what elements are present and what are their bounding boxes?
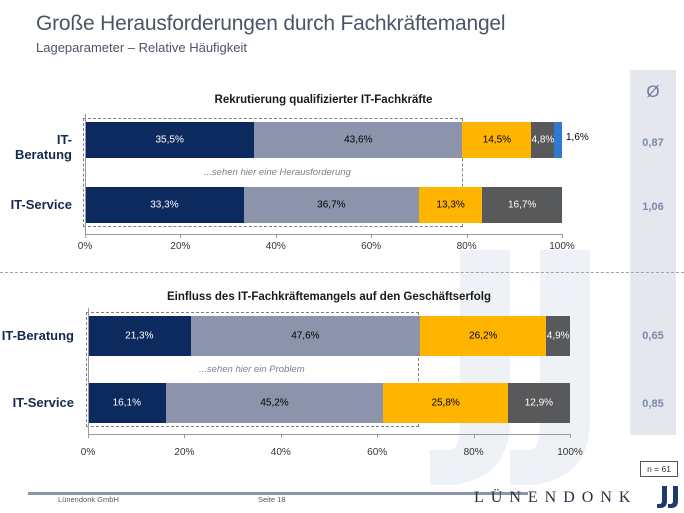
data-label: 16,7% [507,199,537,211]
average-header: Ø [646,82,660,101]
x-tick-label: 60% [361,241,382,252]
x-tick-mark [280,434,282,438]
bar-segment: 36,7% [243,187,419,223]
x-tick-label: 20% [174,447,195,458]
y-axis-line [88,308,89,434]
average-value: 0,85 [642,398,664,410]
logo-mark-icon [657,486,678,508]
average-column [630,70,676,435]
data-label: 12,9% [524,397,554,409]
data-label: 16,1% [112,397,141,409]
annotation-note: ...sehen hier ein Problem [196,364,308,375]
x-tick-label: 20% [170,241,191,252]
bar-segment: 16,7% [482,187,562,223]
section-divider [0,272,684,273]
data-label: 21,3% [125,330,154,342]
data-label: 35,5% [155,134,184,146]
highlight-box [83,118,463,227]
average-value: 1,06 [642,201,664,213]
data-label: 26,2% [469,330,498,342]
bar-segment: 33,3% [85,187,244,223]
company-logo-text: LÜNENDONK [474,489,638,506]
page-subtitle: Lageparameter – Relative Häufigkeit [36,40,248,55]
x-tick-label: 80% [456,241,477,252]
y-axis-line [85,114,86,234]
data-label: 25,8% [431,397,460,409]
stacked-bar: 35,5% 43,6% 14,5% 4,8% [85,122,562,158]
x-tick-label: 0% [77,241,93,252]
footer-page-number: Seite 18 [258,495,286,504]
bar-segment: 4,8% [531,122,555,158]
stacked-bar: 21,3% 47,6% 26,2% 4,9% [88,316,570,356]
x-tick-mark [371,234,373,238]
x-tick-label: 60% [367,447,388,458]
x-axis-line [88,434,570,435]
category-label: IT-Beratung [14,132,72,162]
bar-segment: 12,9% [507,383,570,423]
category-label: IT-Service [12,395,74,410]
data-label: 33,3% [150,199,179,211]
watermark-logo [430,250,590,485]
page-title: Große Herausforderungen durch Fachkräfte… [36,12,506,35]
x-tick-mark [570,434,571,438]
category-label: IT-Beratung [1,328,74,343]
footer-line [28,492,528,495]
x-tick-label: 80% [463,447,484,458]
stacked-bar: 33,3% 36,7% 13,3% 16,7% [85,187,562,223]
bar-segment: 16,1% [88,383,166,423]
x-tick-label: 100% [557,447,583,458]
highlight-box [86,312,419,427]
x-axis-line [85,234,562,235]
data-label: 1,6% [566,132,589,143]
chart-title: Rekrutierung qualifizierter IT-Fachkräft… [214,94,433,106]
data-label: 14,5% [482,134,512,146]
bar-segment [554,122,562,158]
average-value: 0,87 [642,137,664,149]
bar-segment: 35,5% [85,122,255,158]
category-label: IT-Service [10,197,72,212]
bar-segment: 13,3% [418,187,483,223]
chart-title: Einfluss des IT-Fachkräftemangels auf de… [166,291,491,303]
x-tick-mark [184,434,186,438]
data-label: 13,3% [436,199,465,211]
x-tick-mark [180,234,182,238]
bar-segment: 14,5% [462,122,532,158]
x-tick-label: 40% [270,447,291,458]
x-tick-mark [466,234,468,238]
average-value: 0,65 [642,330,664,342]
bar-segment: 47,6% [190,316,421,356]
x-tick-mark [473,434,475,438]
x-tick-mark [377,434,379,438]
stacked-bar: 16,1% 45,2% 25,8% 12,9% [88,383,570,423]
data-label: 4,9% [546,330,570,342]
x-tick-mark [562,234,563,238]
bar-segment: 4,9% [546,316,570,356]
bar-segment: 43,6% [254,122,463,158]
footer-company: Lünendonk GmbH [58,495,119,504]
bar-segment: 26,2% [420,316,547,356]
x-tick-mark [88,434,89,438]
data-label: 4,8% [531,134,555,146]
annotation-note: ...sehen hier eine Herausforderung [201,167,354,178]
x-tick-label: 100% [549,241,575,252]
data-label: 43,6% [344,134,373,146]
x-tick-mark [85,234,86,238]
data-label: 47,6% [291,330,320,342]
sample-size-badge: n = 61 [640,461,678,477]
x-tick-mark [275,234,277,238]
data-label: 45,2% [260,397,289,409]
x-tick-label: 40% [265,241,286,252]
bar-segment: 25,8% [383,383,508,423]
bar-segment: 45,2% [165,383,384,423]
data-label: 36,7% [317,199,346,211]
bar-segment: 21,3% [88,316,191,356]
x-tick-label: 0% [80,447,96,458]
